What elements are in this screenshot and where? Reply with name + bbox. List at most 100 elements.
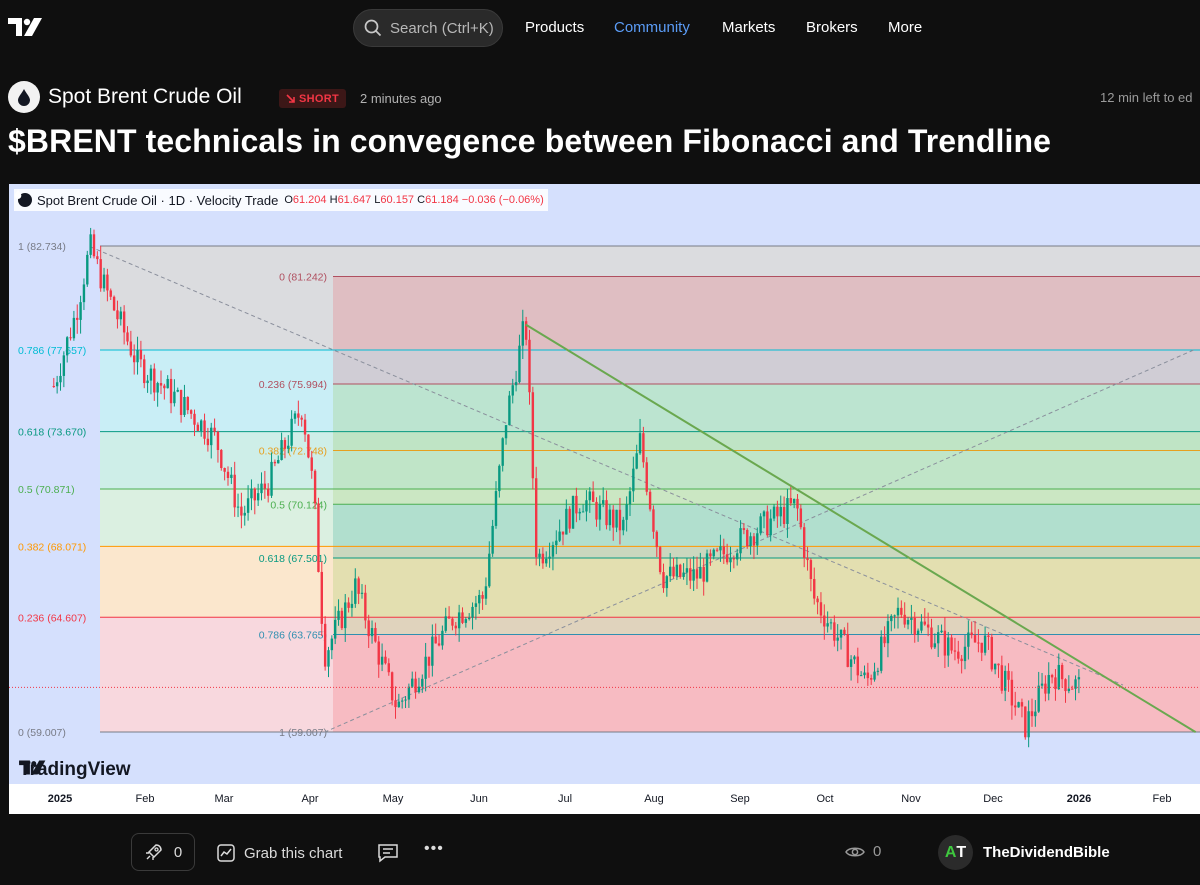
candle-body (880, 636, 883, 671)
candle-body (313, 470, 317, 504)
candle-body (260, 483, 263, 494)
candle-body (990, 636, 993, 670)
candle-body (910, 617, 913, 620)
candle-body (226, 471, 230, 479)
chart-canvas[interactable]: 1 (82.734) 0.786 (77.657) 0.618 (73.670) 0.… (9, 184, 1200, 814)
candle-body (374, 628, 377, 642)
candle-body (300, 417, 303, 420)
fib-right-label: 0.236 (75.994) (259, 379, 327, 391)
candle-body (531, 392, 535, 479)
nav-products[interactable]: Products (525, 19, 585, 36)
nav-brokers[interactable]: Brokers (806, 19, 858, 36)
candle-body (431, 636, 434, 666)
candle-body (1060, 664, 1064, 680)
candle-body (585, 500, 588, 512)
fib-left-zone (100, 617, 1200, 732)
search-placeholder: Search (Ctrl+K) (390, 19, 494, 37)
candle-body (648, 491, 652, 510)
fib-right-label: 0.382 (72.748) (259, 446, 327, 458)
grab-chart-button[interactable]: Grab this chart (216, 843, 342, 863)
candle-body (947, 637, 950, 656)
candle-body (397, 701, 401, 708)
candle-body (967, 632, 970, 647)
candle-body (873, 671, 876, 680)
author-name[interactable]: TheDividendBible (983, 844, 1110, 861)
candle-body (467, 617, 471, 620)
x-axis-strip (9, 784, 1200, 814)
candle-body (833, 622, 836, 641)
candle-body (588, 491, 591, 501)
candle-body (658, 547, 662, 573)
x-tick-label: 2025 (47, 793, 73, 805)
candle-body (963, 646, 967, 662)
candle-body (146, 380, 149, 384)
candle-body (357, 578, 360, 594)
nav-markets[interactable]: Markets (722, 19, 776, 36)
post-time: 2 minutes ago (360, 91, 442, 106)
candle-body (55, 382, 59, 387)
candle-body (253, 488, 256, 501)
candle-body (685, 568, 689, 573)
candle-body (96, 256, 99, 260)
chart-area[interactable]: 1 (82.734) 0.786 (77.657) 0.618 (73.670) 0.… (9, 184, 1200, 814)
candle-body (679, 564, 682, 577)
candle-body (652, 509, 655, 532)
candle-body (655, 531, 658, 548)
boost-button[interactable]: 0 (131, 833, 195, 871)
candle-body (129, 341, 133, 356)
candle-body (464, 619, 468, 623)
candle-body (337, 610, 340, 620)
candle-body (494, 491, 498, 526)
legend-ohlc: O61.204 H61.647 L60.157 C61.184 −0.036 (… (284, 194, 544, 206)
candle-body (504, 425, 508, 439)
candle-body (786, 498, 789, 524)
search-bar[interactable]: Search (Ctrl+K) (353, 9, 503, 47)
symbol-icon[interactable] (8, 81, 40, 113)
tradingview-logo-icon[interactable] (8, 16, 44, 38)
candle-body (307, 434, 310, 458)
candle-body (390, 672, 394, 701)
candle-body (528, 339, 531, 393)
candle-body (52, 385, 55, 387)
rocket-icon (145, 844, 162, 860)
candle-body (139, 350, 143, 360)
x-tick-label: Sep (730, 793, 750, 805)
candle-body (762, 511, 766, 517)
candle-body (578, 511, 581, 514)
candle-body (380, 656, 384, 665)
nav-more[interactable]: More (888, 19, 923, 36)
candle-body (210, 427, 213, 446)
candle-body (421, 678, 424, 687)
candle-body (940, 630, 943, 633)
symbol-name[interactable]: Spot Brent Crude Oil (48, 85, 242, 108)
candle-body (802, 527, 806, 558)
candle-body (508, 395, 511, 426)
edit-time-left: 12 min left to ed (1100, 90, 1193, 105)
candle-body (193, 413, 196, 425)
candle-body (993, 663, 997, 670)
candle-body (277, 460, 280, 464)
nav-community[interactable]: Community (614, 19, 690, 36)
diagonal-dashed-line (89, 246, 1124, 686)
candle-body (551, 545, 555, 557)
candle-body (132, 355, 136, 363)
candle-body (444, 616, 447, 631)
candle-body (166, 378, 169, 389)
candle-body (782, 506, 786, 524)
comment-icon[interactable] (377, 843, 399, 863)
candle-body (106, 274, 109, 291)
candle-body (997, 663, 1000, 666)
candle-body (568, 508, 571, 529)
candle-body (806, 557, 809, 561)
candle-body (534, 478, 538, 558)
candle-body (869, 678, 873, 680)
candle-body (749, 536, 752, 547)
candle-body (122, 311, 126, 333)
candle-body (347, 602, 350, 608)
more-options-button[interactable]: ••• (424, 840, 444, 857)
candle-body (916, 630, 920, 635)
candle-body (545, 558, 548, 564)
candle-body (1014, 705, 1017, 708)
candle-body (575, 495, 578, 514)
